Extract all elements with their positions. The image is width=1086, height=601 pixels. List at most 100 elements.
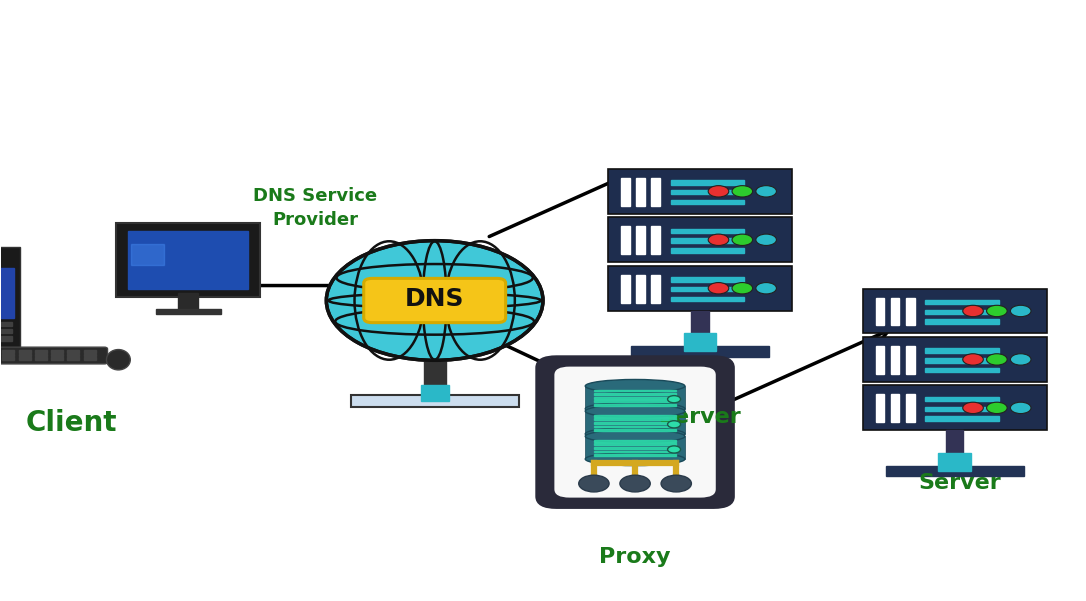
Bar: [925, 310, 999, 314]
Bar: [594, 444, 677, 445]
Text: DNS: DNS: [405, 287, 465, 311]
Bar: [35, 350, 47, 353]
Circle shape: [756, 234, 776, 245]
Ellipse shape: [585, 404, 685, 418]
Circle shape: [963, 354, 983, 365]
Bar: [18, 354, 30, 356]
Bar: [128, 231, 249, 288]
Bar: [594, 454, 677, 456]
Bar: [906, 346, 914, 374]
Bar: [684, 334, 717, 352]
Bar: [594, 415, 677, 416]
Bar: [594, 400, 677, 402]
Bar: [155, 310, 220, 314]
Bar: [594, 429, 677, 431]
Bar: [84, 358, 96, 360]
Bar: [2, 350, 14, 353]
Bar: [84, 354, 96, 356]
Bar: [2, 358, 14, 360]
Text: Server: Server: [659, 407, 742, 427]
Bar: [946, 430, 963, 453]
FancyBboxPatch shape: [0, 347, 108, 364]
Bar: [671, 228, 745, 233]
Bar: [891, 394, 899, 423]
Text: DNS Service
Provider: DNS Service Provider: [253, 187, 378, 228]
Circle shape: [1010, 402, 1031, 413]
Bar: [671, 297, 745, 301]
Bar: [925, 348, 999, 353]
Bar: [652, 275, 660, 302]
Bar: [18, 358, 30, 360]
Bar: [67, 358, 79, 360]
Bar: [636, 275, 645, 302]
Circle shape: [668, 421, 681, 428]
Bar: [51, 350, 63, 353]
Bar: [594, 451, 677, 453]
Ellipse shape: [585, 402, 685, 415]
Circle shape: [579, 475, 609, 492]
Ellipse shape: [106, 350, 130, 370]
Circle shape: [1010, 305, 1031, 317]
Circle shape: [668, 395, 681, 403]
Bar: [178, 293, 198, 311]
Text: Server: Server: [919, 473, 1001, 493]
Circle shape: [963, 402, 983, 413]
Bar: [585, 436, 685, 459]
Bar: [594, 422, 677, 424]
Bar: [594, 447, 677, 449]
Circle shape: [756, 282, 776, 294]
Bar: [891, 297, 899, 325]
Circle shape: [963, 305, 983, 317]
Bar: [0, 329, 12, 334]
FancyBboxPatch shape: [116, 224, 261, 297]
Bar: [18, 350, 30, 353]
Circle shape: [1010, 354, 1031, 365]
Bar: [891, 346, 899, 374]
Bar: [671, 248, 745, 253]
Bar: [875, 297, 884, 325]
Circle shape: [708, 186, 729, 197]
Bar: [692, 311, 709, 334]
Bar: [885, 466, 1024, 477]
Circle shape: [732, 186, 753, 197]
Circle shape: [986, 354, 1007, 365]
Ellipse shape: [585, 430, 685, 443]
Bar: [594, 404, 677, 406]
Circle shape: [756, 186, 776, 197]
Bar: [925, 320, 999, 324]
Bar: [0, 322, 12, 326]
Bar: [594, 426, 677, 427]
Circle shape: [708, 234, 729, 245]
Bar: [671, 287, 745, 291]
Text: Proxy: Proxy: [599, 546, 671, 567]
FancyBboxPatch shape: [538, 357, 733, 507]
Ellipse shape: [585, 453, 685, 466]
Bar: [906, 394, 914, 423]
Bar: [585, 386, 685, 409]
Bar: [585, 411, 685, 434]
Bar: [925, 300, 999, 304]
FancyBboxPatch shape: [0, 246, 20, 352]
Bar: [0, 268, 14, 319]
Bar: [0, 337, 12, 341]
Bar: [594, 397, 677, 398]
Bar: [636, 227, 645, 254]
Circle shape: [986, 305, 1007, 317]
Bar: [594, 418, 677, 420]
Bar: [424, 361, 445, 385]
Circle shape: [708, 282, 729, 294]
Bar: [671, 200, 745, 204]
Bar: [594, 389, 677, 391]
FancyBboxPatch shape: [862, 337, 1047, 382]
Bar: [671, 239, 745, 243]
Bar: [636, 178, 645, 206]
Bar: [621, 178, 630, 206]
Bar: [938, 453, 971, 471]
Circle shape: [986, 402, 1007, 413]
Bar: [621, 227, 630, 254]
Bar: [420, 385, 449, 401]
Bar: [84, 350, 96, 353]
Ellipse shape: [585, 379, 685, 392]
Bar: [671, 180, 745, 185]
FancyBboxPatch shape: [608, 218, 792, 262]
